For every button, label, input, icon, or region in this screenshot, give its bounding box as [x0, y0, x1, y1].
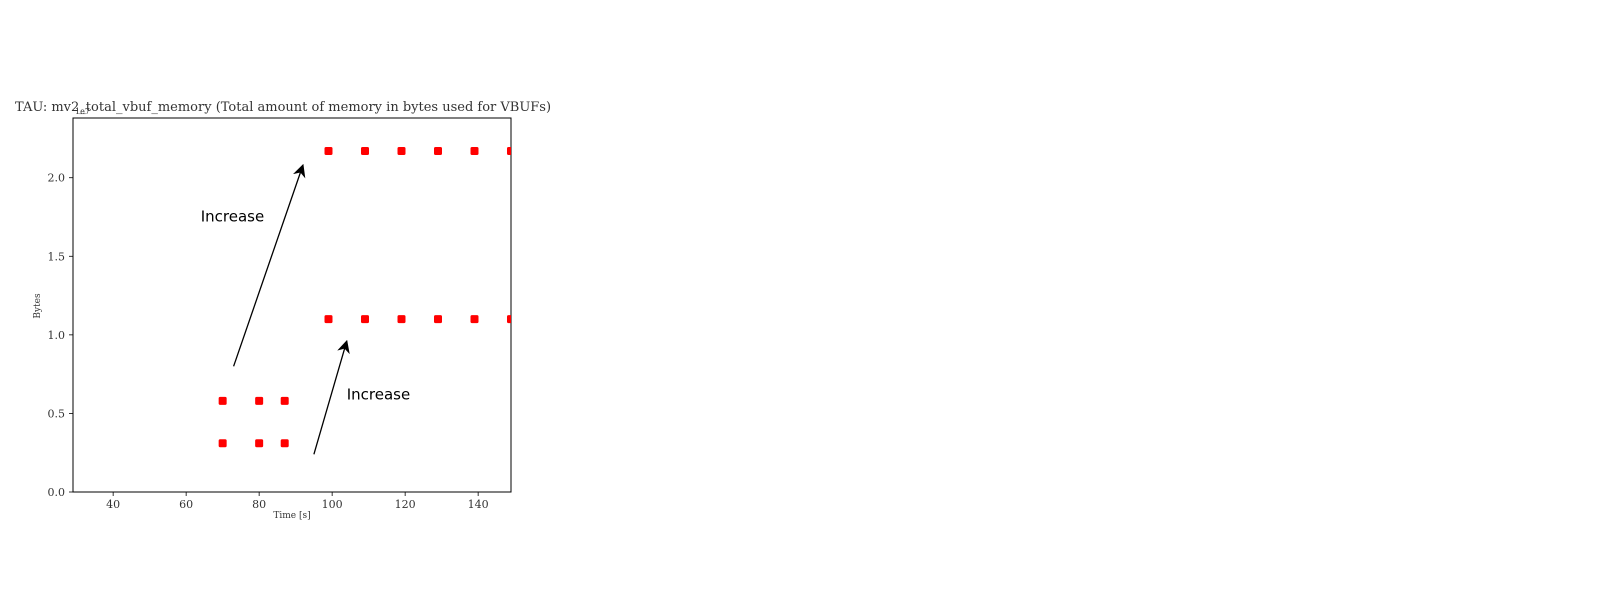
data-point — [218, 439, 227, 448]
data-point — [470, 147, 479, 155]
y-offset-label: 1e7 — [75, 107, 90, 116]
data-point — [324, 315, 333, 324]
data-point — [255, 396, 264, 405]
data-point — [434, 147, 442, 155]
data-point — [255, 439, 264, 448]
x-tick-label: 100 — [322, 498, 343, 511]
data-point — [280, 396, 289, 405]
y-axis-label: Bytes — [33, 293, 43, 319]
data-point — [507, 147, 511, 155]
data-point — [397, 315, 406, 324]
data-point — [218, 396, 227, 405]
data-point — [324, 147, 333, 155]
y-tick-label: 0.5 — [48, 407, 66, 420]
x-tick-label: 140 — [468, 498, 489, 511]
x-tick-label: 40 — [106, 498, 120, 511]
chart-title: TAU: mv2_total_vbuf_memory (Total amount… — [15, 100, 551, 115]
x-tick-label: 120 — [395, 498, 416, 511]
data-point — [434, 315, 442, 324]
y-tick-label: 2.0 — [48, 172, 66, 185]
data-point — [361, 147, 369, 155]
data-point — [361, 315, 369, 324]
annotation-arrow — [232, 163, 306, 367]
annotation-label: Increase — [347, 385, 410, 403]
data-point — [397, 147, 406, 155]
x-axis-label: Time [s] — [273, 511, 310, 521]
y-tick-label: 1.5 — [48, 250, 66, 263]
x-tick-label: 60 — [179, 498, 193, 511]
data-point — [507, 315, 511, 324]
plot-frame — [72, 117, 512, 493]
data-point — [280, 439, 289, 448]
y-tick-label: 1.0 — [48, 329, 66, 342]
data-point — [470, 315, 479, 324]
annotation-label: Increase — [201, 208, 264, 226]
y-tick-label: 0.0 — [48, 486, 66, 499]
x-tick-label: 80 — [252, 498, 266, 511]
annotation-arrow — [313, 339, 350, 455]
